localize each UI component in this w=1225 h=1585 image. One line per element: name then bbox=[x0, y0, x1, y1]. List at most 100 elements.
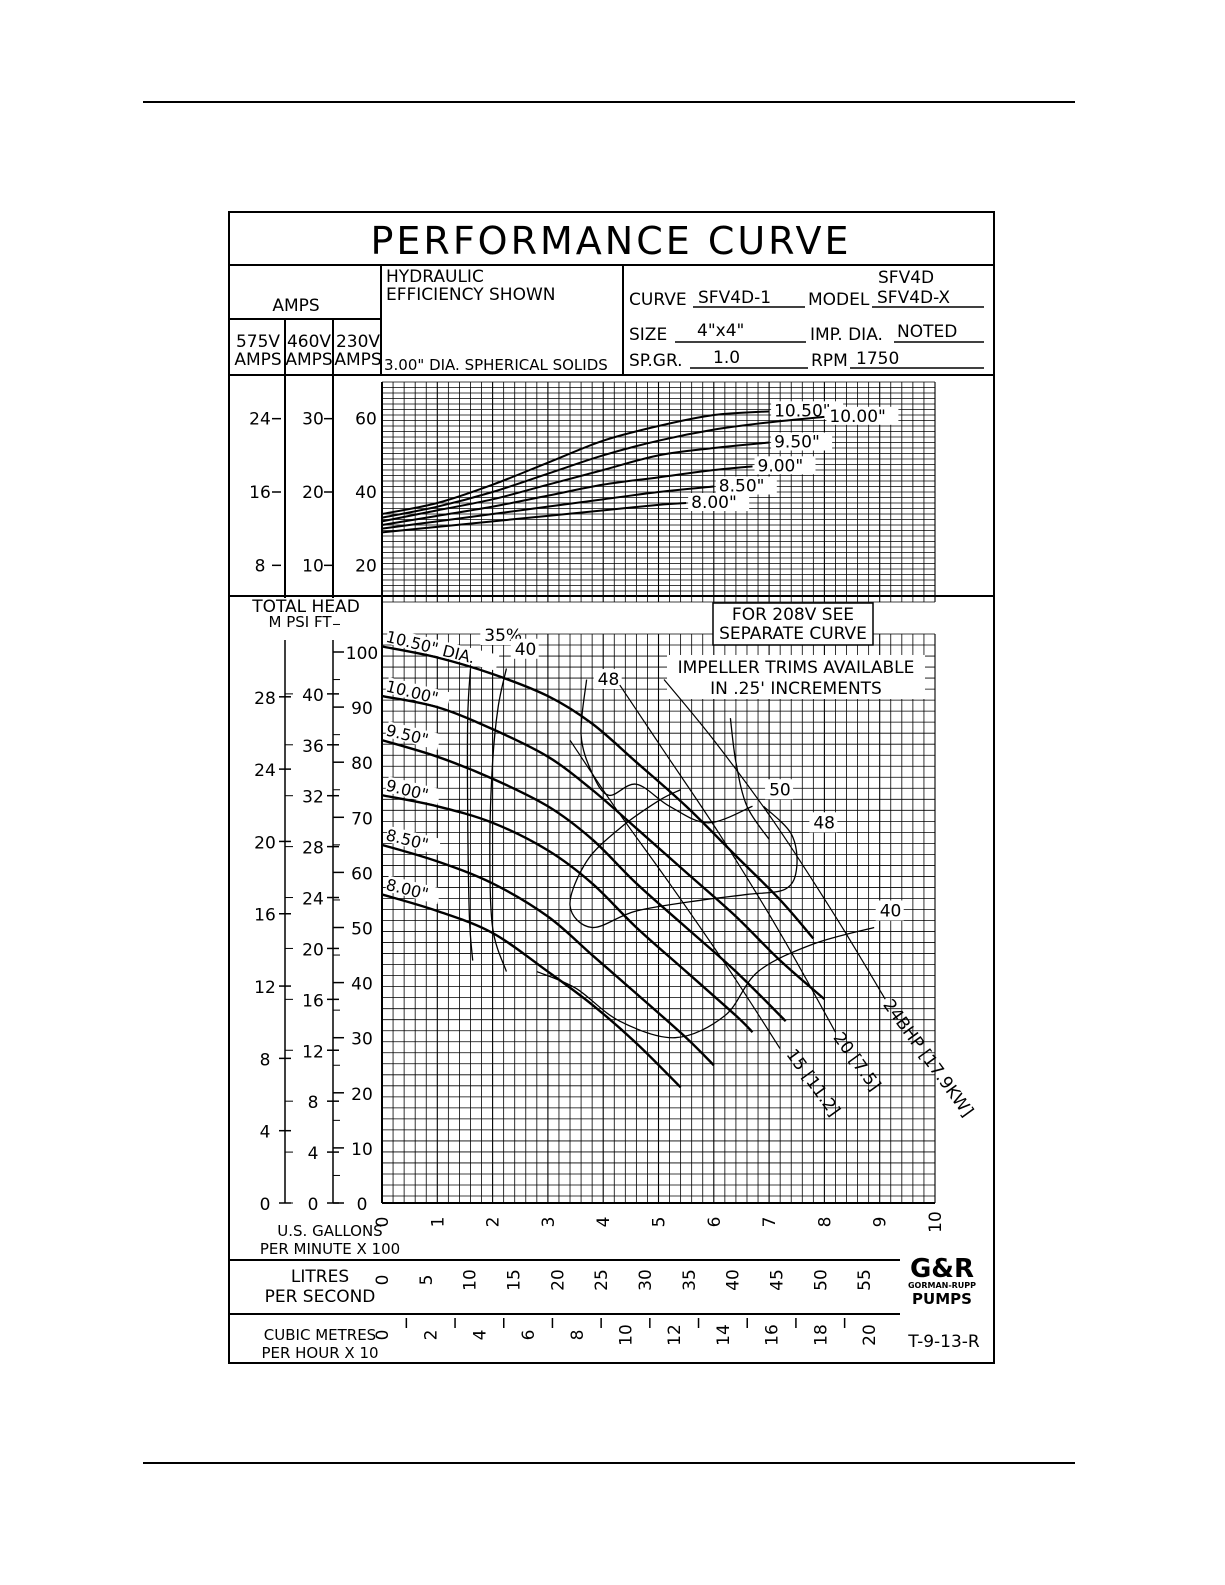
lps-tick-label: 0 bbox=[373, 1275, 393, 1286]
cmh-tick-label: 20 bbox=[860, 1324, 880, 1346]
efficiency-line bbox=[729, 718, 770, 840]
chart-title: PERFORMANCE CURVE bbox=[370, 219, 851, 263]
drawing-number: T-9-13-R bbox=[907, 1332, 980, 1352]
lps-tick-label: 25 bbox=[592, 1269, 612, 1291]
bhp-lines: 15 [11.2]20 [7.5]24BHP [17.9KW] bbox=[569, 679, 977, 1121]
curve-value: SFV4D-1 bbox=[698, 288, 771, 308]
efficiency-line bbox=[536, 926, 875, 1039]
amp-curve bbox=[381, 502, 687, 534]
gpm-tick-label: 2 bbox=[484, 1217, 504, 1228]
size-value: 4"x4" bbox=[697, 321, 744, 341]
head-label-bg bbox=[384, 875, 442, 905]
top-rule bbox=[143, 101, 1075, 103]
head-units: M PSI FT bbox=[269, 613, 333, 631]
bottom-rule bbox=[143, 1462, 1075, 1464]
ft-tick-label: 90 bbox=[351, 699, 373, 719]
cmh-tick-label: 8 bbox=[568, 1330, 588, 1341]
efficiency-line bbox=[489, 668, 508, 972]
frame bbox=[228, 211, 995, 1364]
amps-column-label: 230V bbox=[336, 332, 380, 352]
ft-tick-label: 60 bbox=[351, 864, 373, 884]
psi-tick-label: 16 bbox=[302, 991, 324, 1011]
head-axes: 0102030405060708090100048121620242832364… bbox=[254, 623, 378, 1215]
gpm-tick-label: 9 bbox=[871, 1217, 891, 1228]
amps-460v-tick: 20 bbox=[302, 483, 324, 503]
head-label-bg bbox=[384, 677, 451, 709]
amps-column-label: AMPS bbox=[334, 350, 381, 370]
m-tick-label: 16 bbox=[254, 906, 276, 926]
head-label-bg bbox=[384, 627, 500, 671]
rpm-label: RPM bbox=[811, 351, 848, 371]
head-label-bg bbox=[384, 721, 442, 750]
total-head-title: TOTAL HEAD bbox=[251, 597, 360, 617]
lps-tick-label: 5 bbox=[417, 1275, 437, 1286]
head-curve-label: 8.00" bbox=[384, 875, 430, 904]
psi-tick-label: 40 bbox=[302, 686, 324, 706]
head-curve-label: 10.00" bbox=[384, 677, 440, 708]
ft-tick-label: 50 bbox=[351, 920, 373, 940]
svg-text:GORMAN-RUPP: GORMAN-RUPP bbox=[908, 1281, 976, 1290]
m-tick-label: 28 bbox=[254, 689, 276, 709]
head-label-bg bbox=[384, 825, 442, 855]
efficiency-note-line: HYDRAULIC bbox=[386, 267, 484, 287]
svg-text:PUMPS: PUMPS bbox=[912, 1290, 972, 1308]
model-value-2: SFV4D-X bbox=[877, 288, 950, 308]
amps-axes: 20 10 40 20 60 30 8 16 24 bbox=[249, 410, 377, 577]
efficiency-label-bg bbox=[875, 900, 904, 921]
head-label-bg bbox=[384, 776, 442, 805]
cmh-tick-label: 2 bbox=[422, 1330, 442, 1341]
cmh-tick-label: 6 bbox=[519, 1330, 539, 1341]
amp-label-bg bbox=[771, 401, 844, 420]
gpm-tick-label: 10 bbox=[926, 1211, 946, 1233]
efficiency-label: 40 bbox=[880, 901, 902, 921]
cmh-tick-label: 10 bbox=[616, 1324, 636, 1346]
amp-curves: 10.50"10.00" 9.50" 9.00"8.50"8.00" bbox=[381, 401, 899, 534]
amps-575v-tick: 16 bbox=[249, 483, 271, 503]
head-curve bbox=[381, 645, 815, 940]
ft-tick-label: 20 bbox=[351, 1085, 373, 1105]
efficiency-label: 50 bbox=[769, 780, 791, 800]
curve-label: CURVE bbox=[629, 290, 687, 310]
head-units-line: M PSI FT bbox=[269, 613, 333, 631]
svg-text:G&R: G&R bbox=[910, 1254, 974, 1284]
cmh-tick-label: 0 bbox=[373, 1330, 393, 1341]
amp-curve-label: 8.50" bbox=[719, 477, 765, 497]
m-tick-label: 20 bbox=[254, 833, 276, 853]
amp-curve-label: 10.50" bbox=[774, 401, 831, 421]
psi-tick-label: 20 bbox=[302, 940, 324, 960]
ft-tick-label: 70 bbox=[351, 809, 373, 829]
lps-tick-label: 40 bbox=[724, 1269, 744, 1291]
head-grid bbox=[381, 382, 936, 1204]
ft-tick-label: 100 bbox=[346, 644, 378, 664]
efficiency-label: 40 bbox=[515, 640, 537, 660]
efficiency-label-bg bbox=[593, 669, 622, 690]
note-trims-line: IN .25' INCREMENTS bbox=[710, 679, 882, 699]
ft-tick-label: 40 bbox=[351, 975, 373, 995]
amp-label-bg bbox=[715, 476, 777, 495]
ft-tick-label: 10 bbox=[351, 1140, 373, 1160]
amps-460v-tick: 30 bbox=[302, 410, 324, 430]
cmh-axis-label: CUBIC METRES bbox=[264, 1326, 376, 1344]
psi-tick-label: 32 bbox=[302, 788, 324, 808]
amp-label-bg bbox=[688, 493, 750, 511]
efficiency-line bbox=[466, 668, 474, 961]
imp-dia-value: NOTED bbox=[897, 322, 957, 342]
model-value-1: SFV4D bbox=[878, 268, 934, 288]
psi-tick-label: 24 bbox=[302, 890, 324, 910]
gpm-tick-label: 4 bbox=[594, 1217, 614, 1228]
psi-tick-label: 12 bbox=[302, 1042, 324, 1062]
imp-dia-label: IMP. DIA. bbox=[810, 325, 883, 345]
gpm-axis: 0 1 2 3 4 5 6 7 8 9 10 bbox=[373, 1211, 946, 1233]
cmh-axis-label: PER HOUR X 10 bbox=[261, 1344, 378, 1362]
gpm-axis-label: PER MINUTE X 100 bbox=[260, 1240, 400, 1258]
amps-460v-tick: 10 bbox=[302, 556, 324, 576]
amp-curve-label: 9.00" bbox=[758, 456, 804, 476]
ft-tick-label: 80 bbox=[351, 754, 373, 774]
m-tick-label: 0 bbox=[260, 1195, 271, 1215]
amp-curve bbox=[381, 410, 770, 515]
lps-tick-label: 20 bbox=[548, 1269, 568, 1291]
bhp-label: 20 [7.5] bbox=[829, 1029, 885, 1095]
gpm-tick-label: 6 bbox=[705, 1217, 725, 1228]
